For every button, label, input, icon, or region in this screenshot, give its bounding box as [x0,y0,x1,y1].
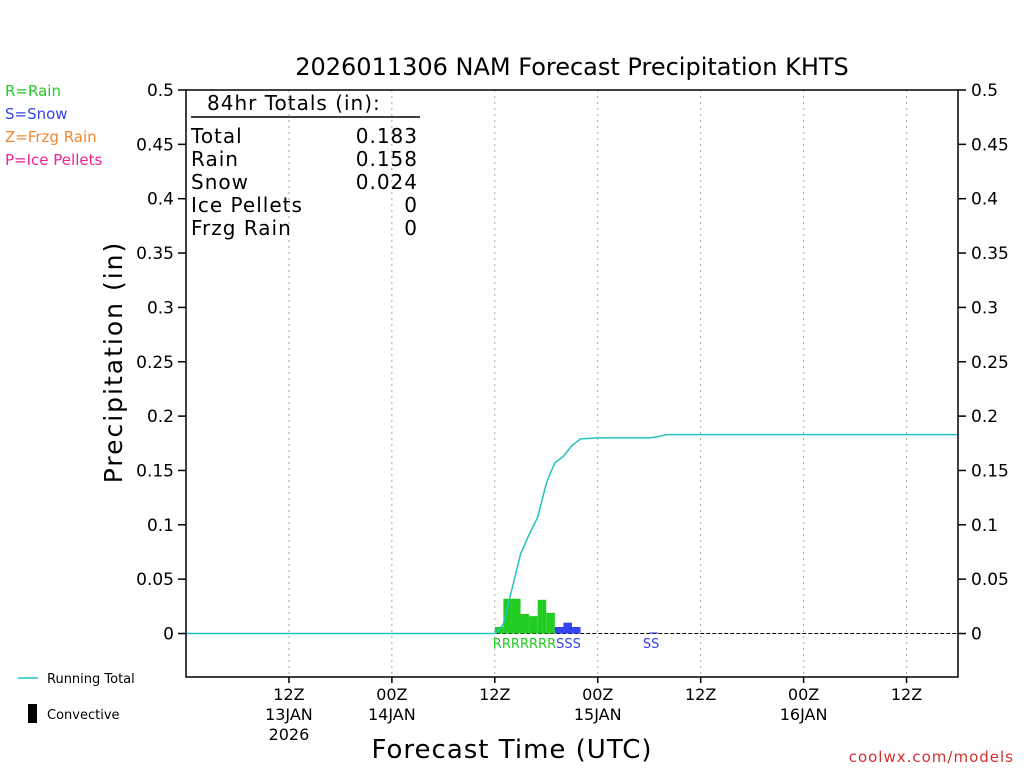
legend-type-3: P=Ice Pellets [5,151,102,169]
y-tick-label-left: 0 [163,625,174,645]
precip-bar-4 [529,616,538,634]
y-tick-label-left: 0.05 [136,570,174,590]
x-tick-label-date: 15JAN [574,705,622,724]
x-tick-label-time: 00Z [788,685,819,704]
vertical-gridlines [288,90,908,677]
y-tick-label-right: 0.45 [971,135,1009,155]
ptype-char: S [651,637,659,652]
ptype-char: S [573,637,581,652]
y-tick-label-right: 0 [971,625,982,645]
y-tick-label-right: 0.3 [971,298,998,318]
y-axis-right: 0 0.05 0.1 0.15 0.2 0.25 0.3 0.35 0.4 0.45 0.5 [958,81,1009,645]
y-tick-label-left: 0.1 [147,516,174,536]
x-tick-label-time: 12Z [685,685,716,704]
y-axis-left: 0 0.05 0.1 0.15 0.2 0.25 0.3 0.35 0.4 0.45 0.5 [136,81,186,645]
convective-swatch [28,704,37,723]
ptype-char: S [556,637,564,652]
x-tick-label-time: 12Z [891,685,922,704]
x-tick-label-date: 14JAN [368,705,416,724]
precip-bar-1 [503,598,512,634]
x-tick-label-date: 16JAN [780,705,828,724]
precip-bar-8 [563,622,572,634]
y-tick-label-left: 0.25 [136,353,174,373]
precip-bar-5 [537,599,547,634]
totals-value-1: 0.158 [356,147,418,171]
x-tick-label-time: 12Z [273,685,304,704]
legend-type-0: R=Rain [5,82,61,100]
ptype-label-1: SS [643,637,660,652]
y-tick-label-right: 0.15 [971,461,1009,481]
x-tick-label-time: 00Z [376,685,407,704]
precip-bar-7 [554,626,564,634]
hourly-bars [494,598,658,634]
ptype-label-0: RRRRRRRSSS [493,637,581,652]
ptype-char: R [511,637,520,652]
ptype-char: R [520,637,529,652]
y-axis-label: Precipitation (in) [99,241,128,484]
plot-frame [185,89,959,678]
totals-label-0: Total [190,124,243,148]
y-tick-label-left: 0.3 [147,298,174,318]
precip-type-labels: RRRRRRRSSS SS [493,637,660,652]
y-tick-label-left: 0.4 [147,190,174,210]
legend-type-1: S=Snow [5,105,68,123]
ptype-char: S [564,637,572,652]
ptype-char: S [643,637,651,652]
totals-value-0: 0.183 [356,124,418,148]
precip-type-legend: R=Rain S=Snow Z=Frzg Rain P=Ice Pellets [5,82,102,169]
precip-bar-3 [520,613,530,634]
ptype-char: R [547,637,556,652]
totals-label-1: Rain [191,147,239,171]
running-total-line-group [186,433,958,635]
legend-line-label-1: Convective [47,708,120,723]
precip-bar-10 [649,632,658,634]
totals-label-3: Ice Pellets [191,193,303,217]
totals-label-4: Frzg Rain [191,216,292,240]
ptype-char: R [493,637,502,652]
x-tick-label-year: 2026 [269,725,310,744]
ptype-char: R [502,637,511,652]
totals-value-3: 0 [404,193,418,217]
ptype-char: R [538,637,547,652]
y-tick-label-right: 0.25 [971,353,1009,373]
y-tick-label-right: 0.05 [971,570,1009,590]
y-tick-label-left: 0.45 [136,135,174,155]
y-tick-label-left: 0.2 [147,407,174,427]
credit-text: coolwx.com/models [849,748,1014,766]
x-axis-label: Forecast Time (UTC) [371,735,652,765]
precip-bar-6 [546,612,555,634]
legend-line-label-0: Running Total [47,672,135,687]
y-tick-label-right: 0.2 [971,407,998,427]
y-tick-label-left: 0.35 [136,244,174,264]
x-tick-label-time: 00Z [582,685,613,704]
totals-value-4: 0 [404,216,418,240]
x-tick-label-time: 12Z [479,685,510,704]
series-legend: Running Total Convective [18,672,135,723]
totals-label-2: Snow [191,170,249,194]
y-tick-label-right: 0.4 [971,190,998,210]
precip-bar-2 [511,598,521,634]
legend-type-2: Z=Frzg Rain [5,128,97,146]
y-tick-label-right: 0.1 [971,516,998,536]
precip-bar-9 [572,626,581,634]
ptype-char: R [529,637,538,652]
totals-box: 84hr Totals (in): Total 0.183 Rain 0.158 Sno… [190,91,420,240]
running-total-line [186,433,958,635]
totals-header: 84hr Totals (in): [207,91,381,115]
totals-value-2: 0.024 [356,170,418,194]
y-tick-label-left: 0.15 [136,461,174,481]
y-tick-label-left: 0.5 [147,81,174,101]
x-tick-label-date: 13JAN [265,705,313,724]
y-tick-label-right: 0.35 [971,244,1009,264]
y-tick-label-right: 0.5 [971,81,998,101]
chart-title: 2026011306 NAM Forecast Precipitation KH… [295,53,849,81]
